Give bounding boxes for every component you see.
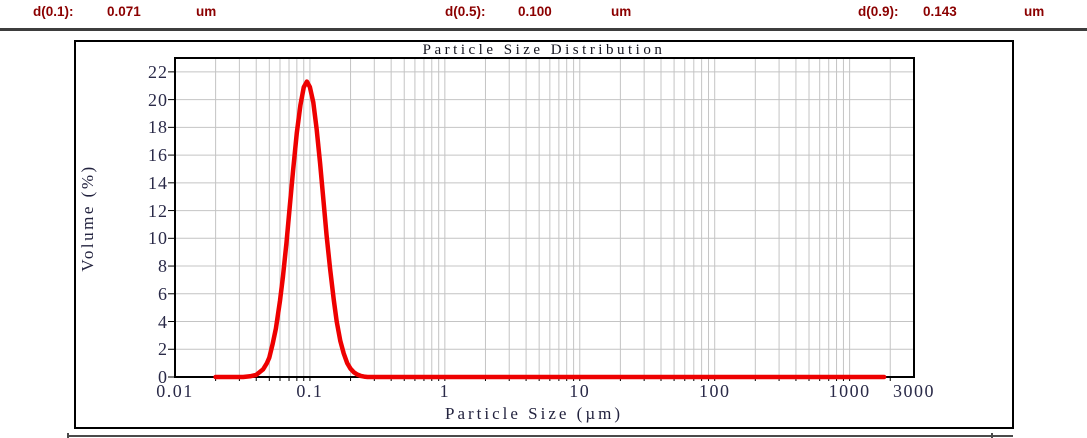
- y-tick-label: 12: [148, 200, 168, 221]
- d10-value: 0.071: [107, 4, 141, 19]
- volume-distribution-curve: [213, 79, 887, 380]
- y-tick-label: 4: [158, 311, 168, 332]
- y-tick-label: 6: [158, 283, 168, 304]
- d90-unit: um: [1024, 4, 1045, 19]
- d10-unit: um: [196, 4, 217, 19]
- d50-value: 0.100: [518, 4, 552, 19]
- y-tick-label: 18: [148, 117, 168, 138]
- x-axis-label: Particle Size (µm): [444, 404, 624, 423]
- x-tick-label: 0.1: [296, 381, 324, 401]
- plot-border: [174, 57, 915, 378]
- x-tick-label: 3000: [893, 381, 935, 401]
- x-tick-label: 1: [439, 381, 451, 401]
- next-section-left-tick: [67, 433, 69, 438]
- d90-label: d(0.9):: [858, 4, 899, 19]
- y-tick-label: 2: [158, 339, 168, 360]
- d50-unit: um: [611, 4, 632, 19]
- next-section-top-border: [67, 435, 1013, 437]
- x-tick-label: 1000: [828, 381, 871, 401]
- x-tick-label: 100: [698, 381, 731, 401]
- chart-frame: [74, 40, 1014, 429]
- y-tick-label: 22: [148, 61, 168, 82]
- y-tick-label: 14: [148, 172, 168, 193]
- y-tick-label: 8: [158, 256, 168, 277]
- d10-label: d(0.1):: [33, 4, 74, 19]
- y-tick-label: 16: [148, 145, 168, 166]
- d90-value: 0.143: [923, 4, 957, 19]
- d50-label: d(0.5):: [445, 4, 486, 19]
- x-tick-label: 10: [569, 381, 591, 401]
- next-section-right-tick: [991, 433, 993, 438]
- y-tick-label: 0: [158, 367, 168, 387]
- y-tick-label: 20: [148, 89, 168, 110]
- x-tick-label: 0.01: [156, 381, 194, 401]
- y-tick-label: 10: [148, 228, 168, 249]
- header-divider: [0, 28, 1087, 31]
- chart-title: Particle Size Distribution: [422, 42, 666, 58]
